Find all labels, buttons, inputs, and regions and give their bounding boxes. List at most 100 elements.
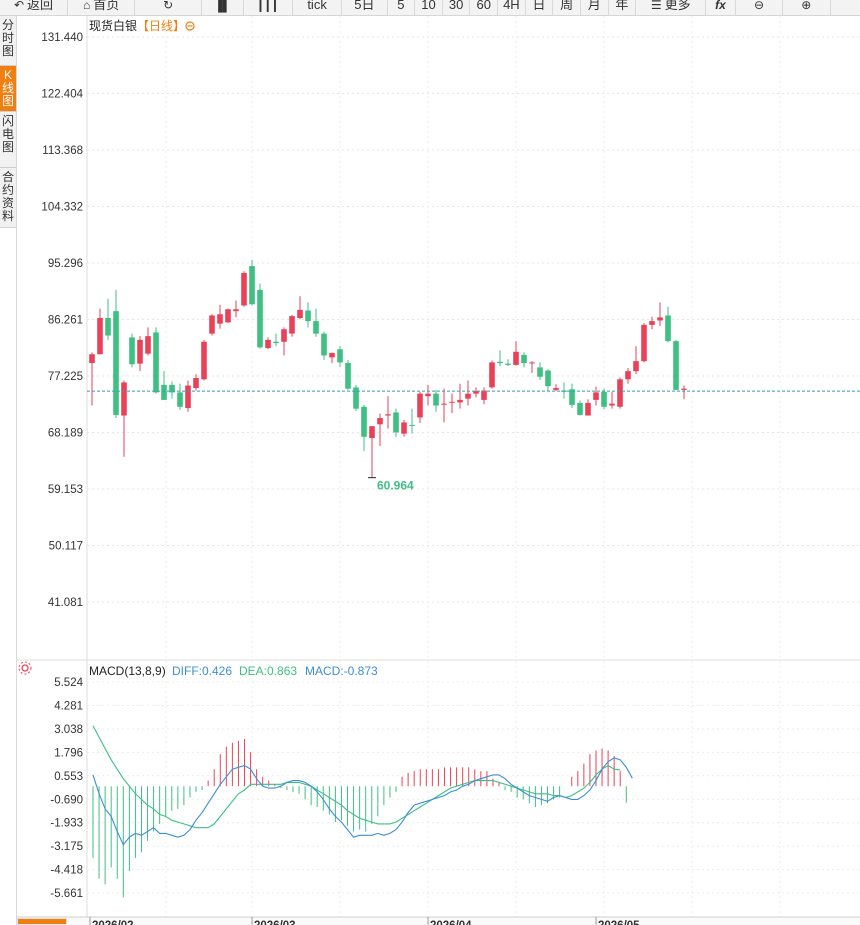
period-10min[interactable]: 10 — [415, 0, 443, 15]
period-5day[interactable]: 5日 — [342, 0, 388, 15]
zoom-out-icon: ⊖ — [753, 0, 765, 12]
tick-button[interactable]: tick — [293, 0, 343, 15]
tab-contract-info[interactable]: 合约资料 — [0, 168, 16, 228]
candle-body — [289, 316, 295, 334]
candle-body — [489, 362, 495, 388]
macd-dea-value: DEA:0.863 — [239, 664, 297, 678]
home-button[interactable]: ⌂ 首页 — [68, 0, 136, 15]
tab-flash-chart[interactable]: 闪电图 — [0, 112, 16, 168]
candle-body — [225, 309, 231, 323]
candle — [489, 360, 495, 389]
macd-axis: 5.524 4.281 3.038 1.796 0.553 -0.690 -1.933 -3.… — [50, 677, 860, 900]
period-5min[interactable]: 5 — [388, 0, 416, 15]
candle — [681, 385, 687, 400]
refresh-button[interactable]: ↻ — [135, 0, 203, 15]
candle-chart-button[interactable]: ┃┃┃ — [244, 0, 293, 15]
macd-tick-label: 5.524 — [54, 677, 83, 689]
candle — [481, 387, 487, 405]
period-day[interactable]: 日 — [526, 0, 554, 15]
candle — [257, 283, 263, 349]
circle-minus-icon[interactable] — [185, 21, 195, 31]
candle — [281, 327, 287, 356]
zoom-out-button[interactable]: ⊖ — [736, 0, 784, 15]
tab-time-chart[interactable]: 分时图 — [0, 16, 16, 66]
candle — [609, 391, 615, 409]
candle-body — [657, 317, 663, 321]
indicator-button[interactable]: fx — [706, 0, 736, 15]
candle — [321, 331, 327, 360]
candle-body — [281, 329, 287, 342]
candle — [425, 384, 431, 406]
candle-body — [177, 392, 183, 407]
candle-body — [377, 418, 383, 425]
candle — [137, 336, 143, 372]
period-30min-label: 30 — [448, 0, 464, 12]
candle-body — [617, 379, 623, 407]
period-week[interactable]: 周 — [553, 0, 581, 15]
price-tick-label: 77.225 — [48, 371, 83, 383]
price-tick-label: 86.261 — [48, 315, 83, 327]
period-4h-label: 4H — [503, 0, 520, 12]
candle — [569, 383, 575, 409]
candlestick-icon: ┃┃┃ — [256, 0, 279, 12]
candle — [673, 339, 679, 390]
candle-body — [345, 363, 351, 389]
macd-tick-label: -0.690 — [50, 794, 83, 806]
candle-body — [193, 378, 199, 389]
candle — [353, 384, 359, 412]
candle — [617, 377, 623, 409]
candle-body — [577, 403, 583, 415]
candle-body — [425, 393, 431, 397]
candle-body — [401, 422, 407, 434]
candle — [297, 296, 303, 320]
candle-body — [641, 324, 647, 362]
candle-body — [593, 392, 599, 400]
candle-body — [457, 399, 463, 403]
period-day-label: 日 — [532, 0, 546, 12]
price-axis: 131.440 122.404 113.368 104.332 95.296 86.261… — [41, 32, 83, 609]
period-30min[interactable]: 30 — [443, 0, 471, 15]
candle-body — [625, 371, 631, 380]
tick-label: tick — [307, 0, 327, 12]
settings-icon[interactable] — [18, 661, 32, 675]
candle — [233, 300, 239, 318]
candle — [185, 380, 191, 412]
period-60min[interactable]: 60 — [470, 0, 499, 15]
zoom-in-button[interactable]: ⊕ — [783, 0, 831, 15]
time-tick-label: 2026/04 — [430, 920, 472, 925]
bar-chart-button[interactable]: ▐▌ — [202, 0, 244, 15]
price-tick-label: 113.368 — [42, 145, 83, 157]
candle-body — [433, 393, 439, 406]
candle-body — [89, 354, 95, 364]
candle — [665, 306, 671, 343]
macd-tick-label: -5.661 — [50, 888, 83, 900]
more-button[interactable]: ☰ 更多 — [636, 0, 707, 15]
macd-tick-label: -3.175 — [50, 841, 83, 853]
period-4h[interactable]: 4H — [498, 0, 526, 15]
candle-body — [673, 341, 679, 390]
candle-body — [321, 333, 327, 356]
candle — [513, 341, 519, 366]
back-button[interactable]: ↶ 返回 — [0, 0, 69, 15]
candle — [449, 393, 455, 414]
period-year[interactable]: 年 — [609, 0, 637, 15]
candle-body — [169, 384, 175, 393]
candle — [177, 383, 183, 410]
candle — [201, 339, 207, 381]
tab-contract-info-label: 合约资料 — [1, 170, 14, 223]
candle-body — [385, 414, 391, 416]
candle-body — [305, 310, 311, 322]
bottom-tab[interactable] — [17, 918, 67, 925]
period-month[interactable]: 月 — [581, 0, 609, 15]
zoom-in-icon: ⊕ — [801, 0, 812, 12]
candle — [505, 359, 511, 367]
candle — [209, 314, 215, 336]
period-month-label: 月 — [587, 0, 601, 12]
candle-body — [241, 272, 247, 306]
macd-label: MACD(13,8,9) — [89, 664, 166, 678]
candle-body — [537, 367, 543, 377]
candle — [345, 359, 351, 390]
candle-body — [113, 311, 119, 415]
